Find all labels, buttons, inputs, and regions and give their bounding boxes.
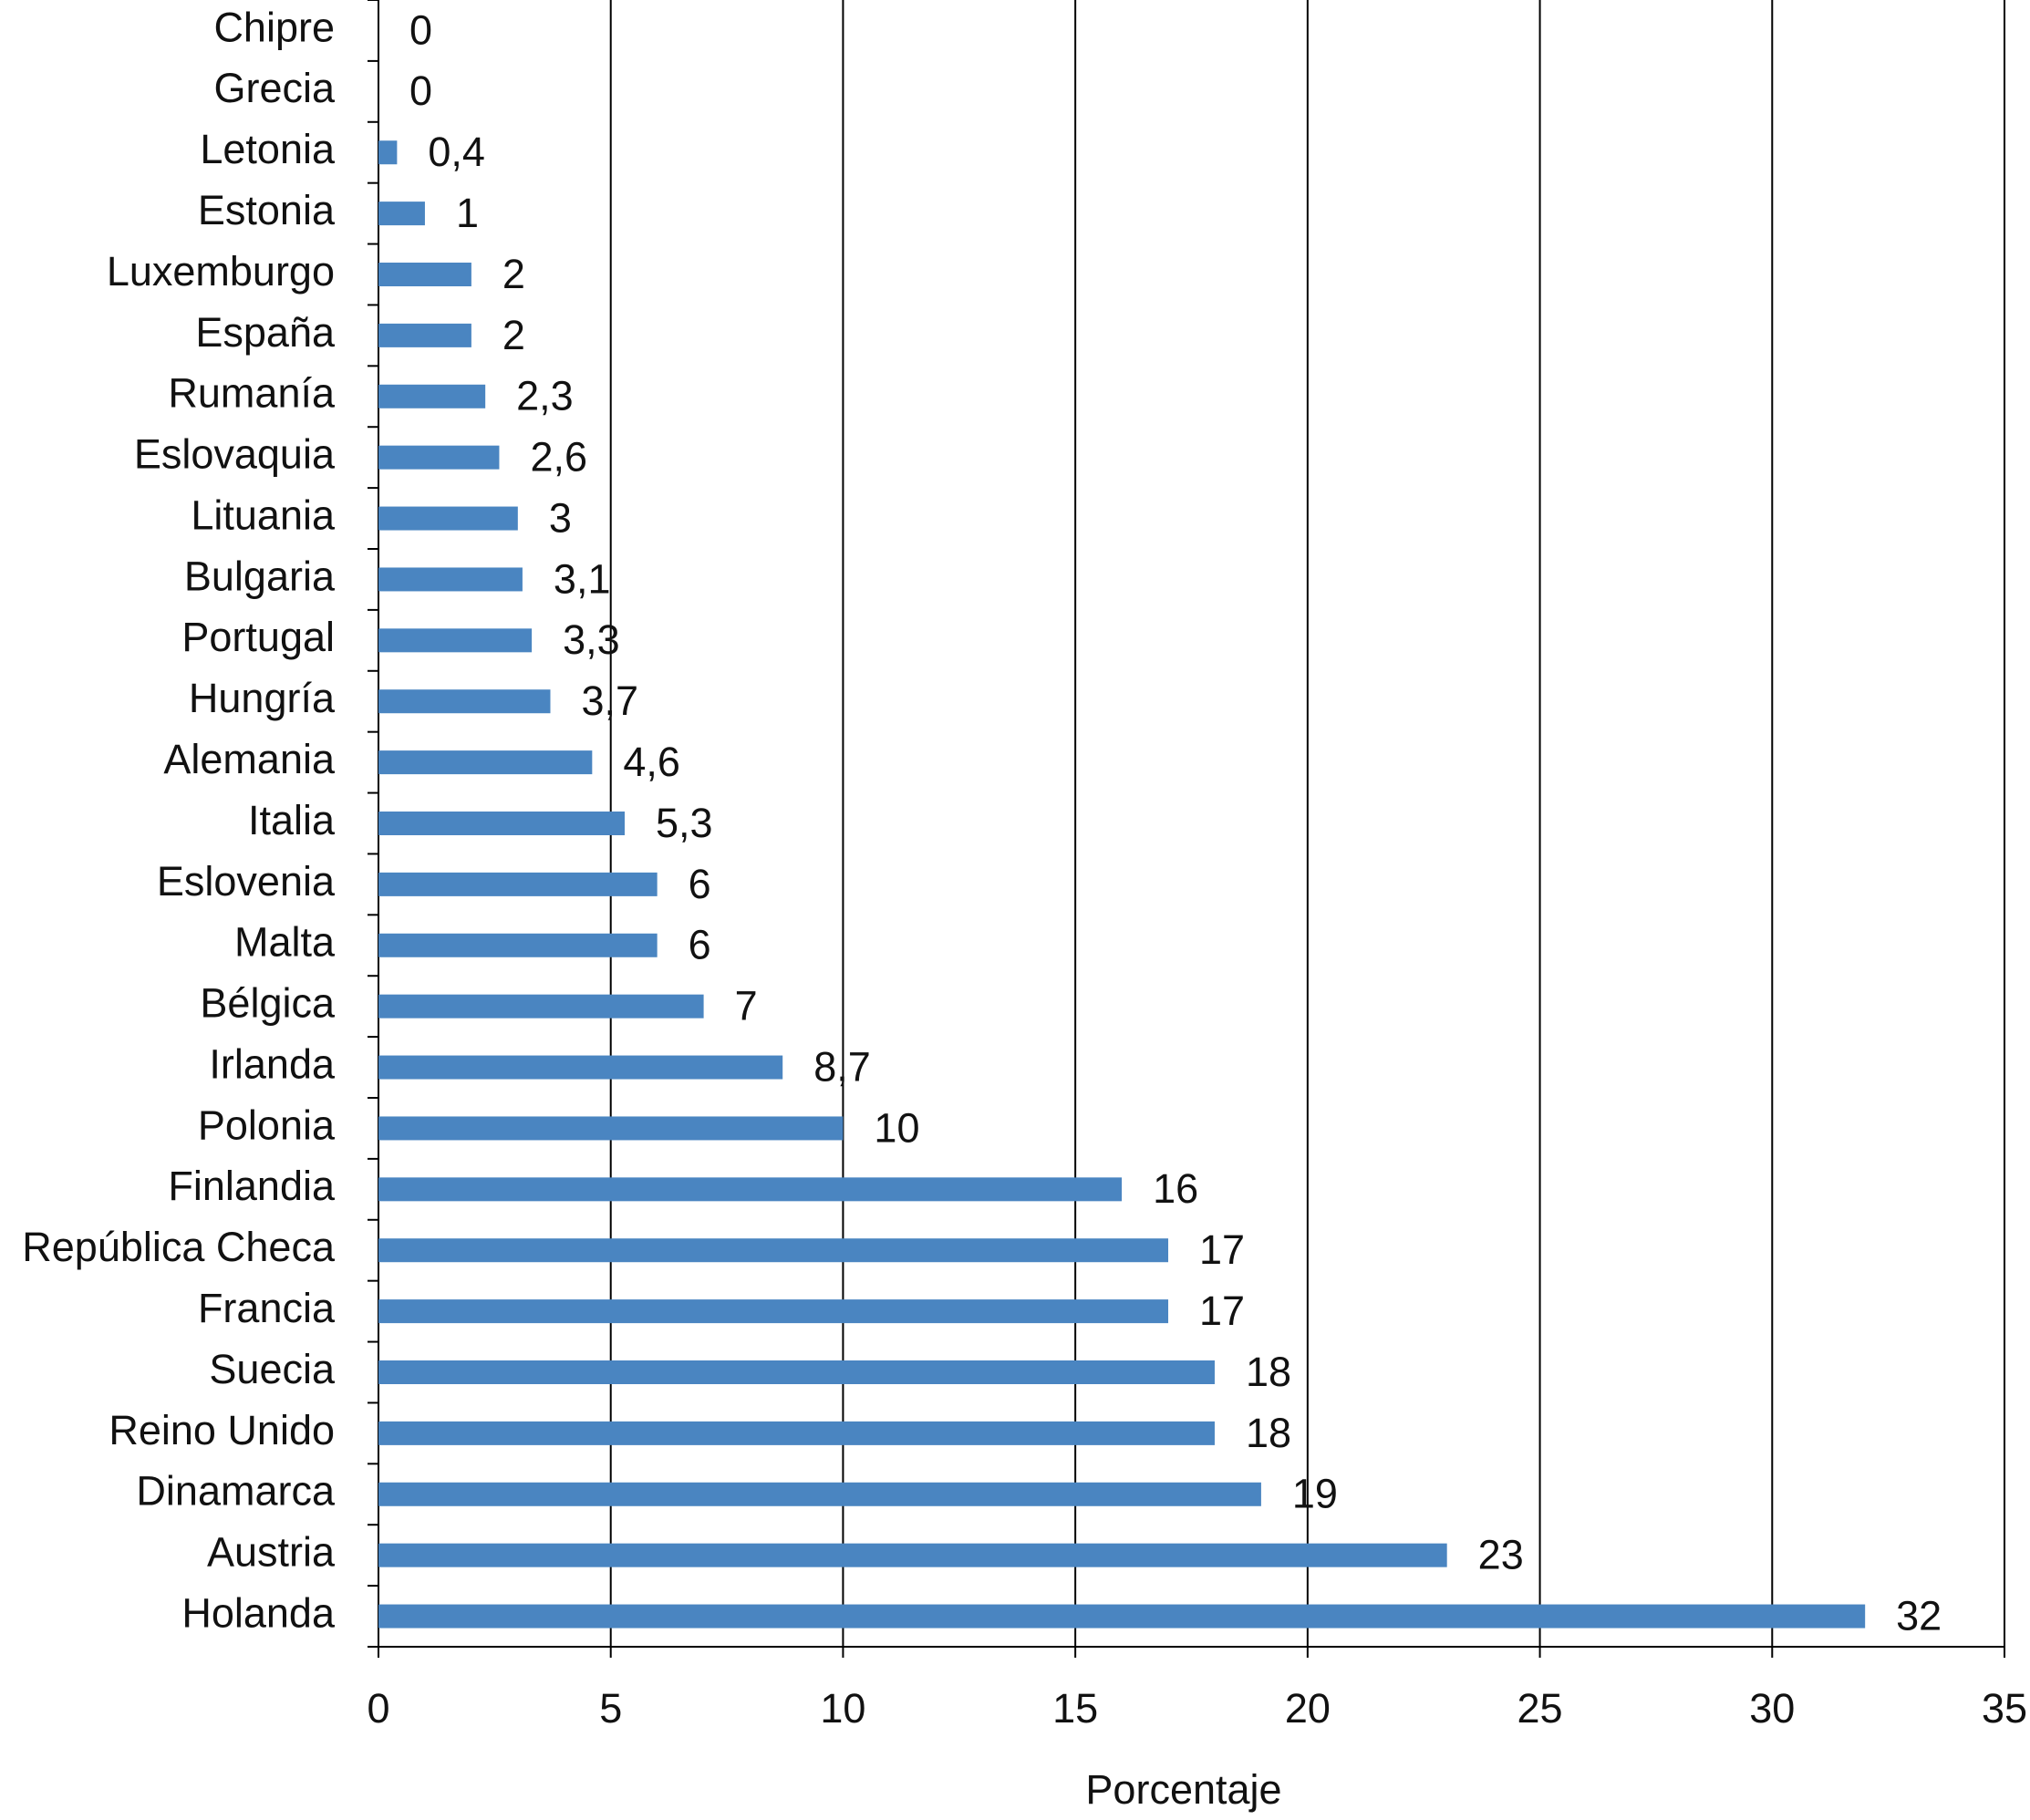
value-label: 32 (1896, 1592, 1942, 1639)
y-tick-label: Chipre (213, 4, 335, 50)
y-tick-label: República Checa (22, 1224, 336, 1270)
y-tick-label: Bélgica (200, 980, 336, 1027)
y-tick-label: Estonia (198, 187, 336, 233)
y-tick-label: Irlanda (209, 1040, 336, 1087)
bar (378, 445, 500, 470)
bar (378, 140, 398, 165)
y-tick-label: Rumanía (168, 370, 336, 417)
x-tick-label: 5 (599, 1685, 622, 1732)
value-label: 16 (1153, 1165, 1198, 1212)
bar (378, 1360, 1215, 1384)
value-label: 23 (1478, 1532, 1524, 1578)
x-axis-title: Porcentaje (1085, 1766, 1281, 1813)
x-tick-label: 10 (820, 1685, 865, 1732)
bar (378, 384, 486, 408)
value-label: 1 (456, 190, 479, 236)
bar (378, 567, 523, 592)
value-label: 17 (1199, 1287, 1245, 1334)
bar (378, 1116, 844, 1141)
bar (378, 689, 551, 714)
y-tick-label: Finlandia (168, 1163, 336, 1209)
y-tick-label: Grecia (213, 65, 336, 111)
bar (378, 933, 658, 957)
bar (378, 1177, 1123, 1202)
y-tick-label: Austria (207, 1529, 336, 1576)
y-tick-label: Italia (248, 797, 336, 843)
y-tick-label: Dinamarca (136, 1468, 336, 1515)
value-label: 5,3 (656, 800, 713, 846)
y-tick-label: Malta (234, 919, 336, 966)
y-tick-label: Bulgaria (184, 553, 336, 599)
bar (378, 994, 704, 1019)
x-tick-label: 25 (1517, 1685, 1563, 1732)
y-tick-label: Hungría (189, 675, 336, 721)
bar (378, 1482, 1261, 1506)
y-tick-label: Portugal (181, 614, 335, 660)
value-label: 17 (1199, 1226, 1245, 1273)
value-label: 3,1 (554, 555, 611, 602)
y-tick-label: Reino Unido (109, 1407, 335, 1453)
y-tick-label: Suecia (209, 1346, 336, 1392)
y-tick-label: España (195, 309, 336, 356)
value-label: 10 (874, 1104, 919, 1151)
y-tick-label: Eslovenia (157, 858, 336, 905)
x-tick-label: 35 (1982, 1685, 2027, 1732)
y-tick-label: Polonia (198, 1101, 336, 1148)
bar (378, 1604, 1866, 1629)
value-label: 3 (549, 494, 572, 541)
value-label: 19 (1292, 1471, 1338, 1517)
y-tick-label: Eslovaquia (134, 431, 336, 478)
bar (378, 1543, 1447, 1567)
value-label: 2 (502, 312, 525, 358)
bar (378, 202, 425, 226)
value-label: 3,7 (581, 677, 638, 724)
value-label: 0 (409, 6, 432, 53)
x-tick-label: 20 (1285, 1685, 1331, 1732)
y-tick-label: Francia (198, 1285, 336, 1331)
y-tick-label: Lituania (191, 491, 336, 538)
bar (378, 1055, 783, 1080)
value-label: 2 (502, 251, 525, 297)
value-label: 18 (1246, 1410, 1291, 1456)
x-tick-label: 30 (1749, 1685, 1795, 1732)
y-tick-label: Luxemburgo (107, 248, 335, 295)
bar (378, 750, 593, 775)
value-label: 2,6 (530, 434, 587, 481)
bar (378, 628, 533, 653)
bar (378, 323, 471, 347)
bar (378, 506, 518, 531)
bar (378, 1238, 1169, 1263)
bar (378, 872, 658, 896)
value-label: 8,7 (813, 1043, 871, 1090)
x-tick-label: 0 (367, 1685, 389, 1732)
value-label: 0,4 (428, 129, 485, 175)
bar (378, 1299, 1169, 1324)
bar (378, 263, 471, 286)
value-label: 7 (735, 983, 758, 1029)
value-label: 0 (409, 67, 432, 114)
bar (378, 812, 625, 835)
y-tick-label: Alemania (163, 736, 336, 782)
y-tick-label: Letonia (200, 126, 336, 172)
value-label: 6 (689, 861, 711, 907)
x-tick-label: 15 (1052, 1685, 1098, 1732)
value-label: 4,6 (623, 739, 680, 785)
value-label: 6 (689, 922, 711, 968)
bar (378, 1421, 1215, 1445)
y-tick-label: Holanda (181, 1589, 336, 1636)
value-label: 2,3 (516, 373, 574, 419)
value-label: 18 (1246, 1349, 1291, 1395)
value-label: 3,3 (563, 616, 620, 663)
